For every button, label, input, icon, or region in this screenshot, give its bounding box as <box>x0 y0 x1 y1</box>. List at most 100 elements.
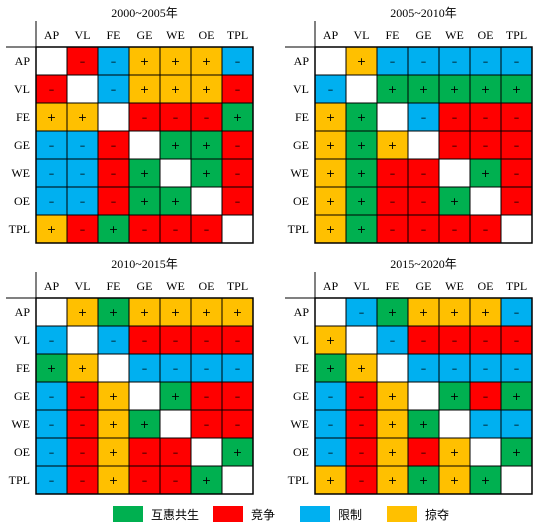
column-label: OE <box>478 28 494 42</box>
matrix-cell <box>376 46 409 76</box>
cell-sign: – <box>421 111 427 124</box>
cell-sign: + <box>202 167 211 180</box>
cell-sign: – <box>80 55 86 68</box>
cell-sign: + <box>109 306 118 319</box>
cell-sign: + <box>171 55 180 68</box>
cell-sign: + <box>326 139 335 152</box>
matrix-cell <box>221 465 254 495</box>
matrix-cell <box>500 465 533 495</box>
matrix-panel: 2015~2020年 AP AP VL VL FE FE GE GE WE WE OE OE TPL TPL… <box>285 257 533 495</box>
matrix-cell <box>35 46 68 76</box>
legend-item-predation: 掠夺 <box>387 505 449 523</box>
row-label: WE <box>11 417 30 431</box>
column-label: OE <box>199 28 215 42</box>
cell-sign: + <box>481 306 490 319</box>
cell-sign: – <box>235 362 241 375</box>
column-label: AP <box>323 279 339 293</box>
cell-sign: – <box>514 306 520 319</box>
cell-sign: – <box>421 334 427 347</box>
cell-sign: – <box>359 446 365 459</box>
cell-sign: – <box>359 474 365 487</box>
matrix-cell <box>128 325 161 355</box>
legend-swatch-blue <box>300 506 330 522</box>
cell-sign: – <box>483 390 489 403</box>
cell-sign: – <box>514 195 520 208</box>
matrix-cell <box>438 465 471 495</box>
matrix-cell <box>438 381 471 411</box>
cell-sign: + <box>388 139 397 152</box>
matrix-cell <box>314 130 347 160</box>
cell-sign: + <box>78 306 87 319</box>
matrix-cell <box>66 465 99 495</box>
cell-sign: – <box>514 362 520 375</box>
matrix-cell <box>500 74 533 104</box>
row-label: FE <box>16 110 30 124</box>
cell-sign: + <box>109 474 118 487</box>
cell-sign: – <box>390 55 396 68</box>
column-label: TPL <box>506 28 527 42</box>
chart-legend: 互惠共生 竞争 限制 掠夺 <box>0 502 535 526</box>
matrix-cell <box>438 214 471 244</box>
cell-sign: – <box>49 195 55 208</box>
cell-sign: – <box>235 139 241 152</box>
matrix-cell <box>376 297 409 327</box>
column-label: VL <box>354 28 370 42</box>
cell-sign: + <box>140 55 149 68</box>
matrix-cell <box>35 297 68 327</box>
cell-sign: – <box>80 474 86 487</box>
legend-label: 限制 <box>338 507 363 522</box>
cell-sign: – <box>235 167 241 180</box>
cell-sign: – <box>483 362 489 375</box>
cell-sign: + <box>450 83 459 96</box>
cell-sign: + <box>388 83 397 96</box>
cell-sign: – <box>80 195 86 208</box>
cell-sign: – <box>204 223 210 236</box>
cell-sign: – <box>173 474 179 487</box>
cell-sign: + <box>357 111 366 124</box>
cell-sign: – <box>452 55 458 68</box>
cell-sign: – <box>514 55 520 68</box>
matrix-cell <box>190 325 223 355</box>
row-label: OE <box>14 445 30 459</box>
cell-sign: + <box>233 446 242 459</box>
cell-sign: – <box>235 390 241 403</box>
cell-sign: – <box>49 418 55 431</box>
matrix-cell <box>345 381 378 411</box>
panel-title: 2000~2005年 <box>111 6 178 20</box>
cell-sign: – <box>173 223 179 236</box>
cell-sign: – <box>111 83 117 96</box>
cell-sign: – <box>80 418 86 431</box>
cell-sign: + <box>512 83 521 96</box>
matrix-cell <box>438 158 471 188</box>
cell-sign: – <box>173 334 179 347</box>
matrix-cell <box>376 437 409 467</box>
cell-sign: – <box>111 139 117 152</box>
matrix-cell <box>314 46 347 76</box>
matrix-cell <box>469 297 502 327</box>
row-label: VL <box>14 82 30 96</box>
cell-sign: + <box>388 474 397 487</box>
cell-sign: – <box>111 55 117 68</box>
matrix-cell <box>376 353 409 383</box>
row-label: AP <box>294 305 310 319</box>
matrix-cell <box>345 74 378 104</box>
cell-sign: – <box>235 55 241 68</box>
column-label: GE <box>416 279 432 293</box>
matrix-cell <box>221 214 254 244</box>
column-label: FE <box>106 279 120 293</box>
matrix-cell <box>438 437 471 467</box>
matrix-cell <box>407 465 440 495</box>
panel-title: 2010~2015年 <box>111 257 178 271</box>
matrix-cell <box>438 325 471 355</box>
column-label: WE <box>166 279 185 293</box>
matrix-cell <box>97 130 130 160</box>
legend-label: 互惠共生 <box>151 507 200 522</box>
cell-sign: – <box>359 390 365 403</box>
matrix-panel: 2000~2005年 AP AP VL VL FE FE GE GE WE WE OE OE TPL TPL… <box>6 6 254 244</box>
cell-sign: – <box>452 223 458 236</box>
matrix-cell <box>35 186 68 216</box>
matrix-cell <box>407 102 440 132</box>
cell-sign: – <box>111 167 117 180</box>
matrix-cell <box>469 186 502 216</box>
cell-sign: – <box>328 83 334 96</box>
